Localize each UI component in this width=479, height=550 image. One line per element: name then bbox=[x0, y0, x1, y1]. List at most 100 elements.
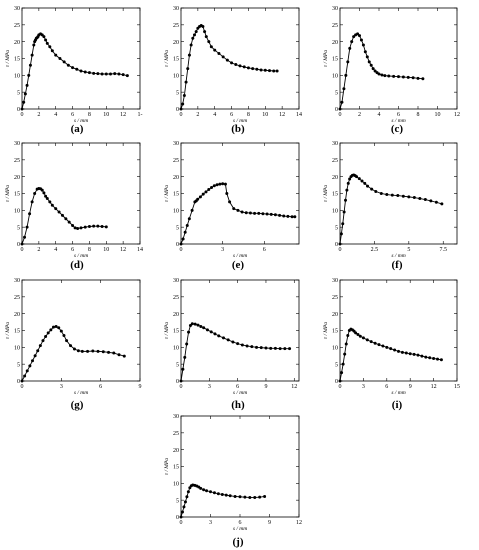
data-point bbox=[293, 215, 297, 219]
data-point bbox=[338, 107, 342, 111]
data-point bbox=[406, 75, 410, 79]
data-point bbox=[42, 35, 46, 39]
data-point bbox=[181, 102, 185, 106]
data-point bbox=[366, 184, 370, 188]
data-point bbox=[264, 346, 268, 350]
x-axis-label: s / mm bbox=[391, 390, 405, 396]
data-point bbox=[28, 212, 32, 216]
data-point bbox=[45, 41, 49, 45]
x-tick-label: 12 bbox=[279, 112, 285, 118]
data-point bbox=[268, 69, 271, 73]
data-point bbox=[269, 346, 273, 350]
y-tick-label: 10 bbox=[14, 346, 20, 352]
y-tick-label: 20 bbox=[173, 312, 179, 318]
x-axis-label: s / mm bbox=[391, 253, 405, 259]
data-point bbox=[240, 343, 244, 347]
series-line bbox=[180, 24, 278, 110]
data-point bbox=[352, 35, 356, 39]
data-point bbox=[363, 181, 367, 185]
x-tick-label: 9 bbox=[264, 384, 267, 390]
data-point bbox=[185, 223, 189, 227]
data-point bbox=[187, 217, 191, 221]
data-point bbox=[100, 224, 104, 228]
y-tick-label: 20 bbox=[332, 312, 338, 318]
data-point bbox=[404, 351, 408, 355]
plot-frame bbox=[21, 7, 141, 110]
panel-caption: (e) bbox=[232, 259, 245, 271]
data-point bbox=[122, 354, 126, 358]
data-point bbox=[340, 100, 344, 104]
data-point bbox=[436, 357, 439, 361]
data-point bbox=[418, 197, 422, 201]
x-tick-label: 12 bbox=[120, 247, 126, 253]
data-point bbox=[22, 100, 26, 104]
data-point bbox=[96, 224, 100, 228]
data-point bbox=[75, 67, 79, 71]
data-point bbox=[50, 203, 54, 207]
x-tick-label: 8 bbox=[88, 112, 91, 118]
data-point bbox=[217, 334, 221, 338]
data-point bbox=[44, 38, 48, 42]
y-tick-label: 20 bbox=[14, 40, 20, 46]
data-point bbox=[233, 494, 237, 498]
data-point bbox=[344, 342, 348, 346]
data-point bbox=[44, 335, 48, 339]
data-point bbox=[104, 72, 108, 76]
data-point bbox=[216, 492, 220, 496]
data-point bbox=[221, 55, 225, 59]
data-point bbox=[263, 494, 267, 498]
data-point bbox=[221, 336, 225, 340]
x-tick-label: 6 bbox=[71, 112, 74, 118]
data-point bbox=[41, 339, 45, 343]
data-point bbox=[238, 495, 242, 499]
y-axis-label: τ / MPa bbox=[323, 50, 329, 67]
data-point bbox=[231, 340, 235, 344]
data-point bbox=[33, 192, 37, 195]
data-point bbox=[179, 107, 183, 111]
panel-b: 0 5 10 15 20 25 30 0 2 4 6 8 10 12 14 s / mm τ / MPa (b) bbox=[164, 6, 302, 135]
data-point bbox=[381, 344, 385, 348]
y-tick-label: 25 bbox=[332, 23, 338, 29]
x-tick-label: 6 bbox=[397, 112, 400, 118]
data-point bbox=[25, 225, 29, 229]
panel-caption: (i) bbox=[392, 399, 403, 411]
data-point bbox=[385, 193, 389, 197]
x-tick-label: 9 bbox=[409, 384, 412, 390]
data-point bbox=[181, 237, 185, 241]
data-point bbox=[205, 328, 209, 332]
data-point bbox=[27, 73, 31, 77]
data-point bbox=[401, 194, 405, 198]
data-point bbox=[369, 340, 373, 344]
x-tick-label: 1- bbox=[138, 112, 143, 118]
data-point bbox=[202, 326, 206, 330]
x-tick-label: 6 bbox=[230, 112, 233, 118]
data-point bbox=[338, 242, 342, 246]
data-point bbox=[199, 324, 203, 328]
y-tick-label: 0 bbox=[176, 379, 179, 385]
x-tick-label: 0 bbox=[180, 112, 183, 118]
series-line bbox=[21, 187, 107, 245]
y-tick-label: 20 bbox=[14, 312, 20, 318]
data-point bbox=[91, 349, 95, 353]
data-point bbox=[104, 225, 108, 229]
y-tick-label: 15 bbox=[14, 57, 20, 63]
data-point bbox=[100, 72, 104, 76]
data-point bbox=[224, 493, 228, 497]
data-point bbox=[201, 25, 205, 29]
data-point bbox=[79, 226, 83, 230]
data-point bbox=[389, 347, 393, 351]
data-point bbox=[397, 75, 400, 79]
data-point bbox=[205, 489, 209, 493]
y-tick-label: 10 bbox=[332, 74, 338, 80]
data-point bbox=[71, 66, 75, 70]
data-point bbox=[416, 76, 420, 80]
data-point bbox=[288, 347, 292, 351]
data-point bbox=[244, 211, 248, 215]
data-point bbox=[342, 210, 346, 214]
y-axis-label: τ / MPa bbox=[323, 322, 329, 339]
plot-frame bbox=[180, 279, 300, 382]
x-axis-label: s / mm bbox=[233, 390, 247, 396]
data-point bbox=[57, 210, 61, 214]
y-tick-label: 20 bbox=[173, 40, 179, 46]
data-point bbox=[33, 354, 37, 358]
